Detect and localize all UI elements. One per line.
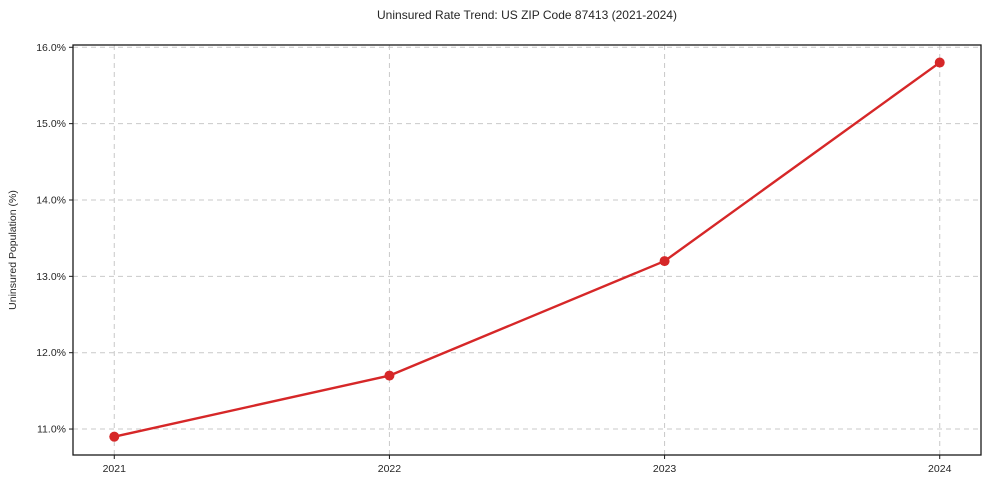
plot-border xyxy=(72,44,982,456)
trend-line xyxy=(113,61,941,438)
chart-title: Uninsured Rate Trend: US ZIP Code 87413 … xyxy=(377,8,677,22)
y-tick-label: 13.0% xyxy=(36,271,66,283)
x-tick-label: 2022 xyxy=(378,463,402,475)
data-point xyxy=(109,431,120,442)
y-tick-label: 14.0% xyxy=(36,194,66,206)
data-point xyxy=(934,57,945,68)
y-tick-label: 11.0% xyxy=(37,424,66,436)
x-tick-label: 2023 xyxy=(653,463,677,475)
y-tick-label: 15.0% xyxy=(36,118,66,130)
x-tick-label: 2024 xyxy=(928,463,952,475)
data-point xyxy=(659,256,670,267)
data-point xyxy=(384,370,395,381)
x-tick-label: 2021 xyxy=(103,463,127,475)
y-tick-label: 16.0% xyxy=(36,42,66,54)
y-tick-label: 12.0% xyxy=(36,347,66,359)
